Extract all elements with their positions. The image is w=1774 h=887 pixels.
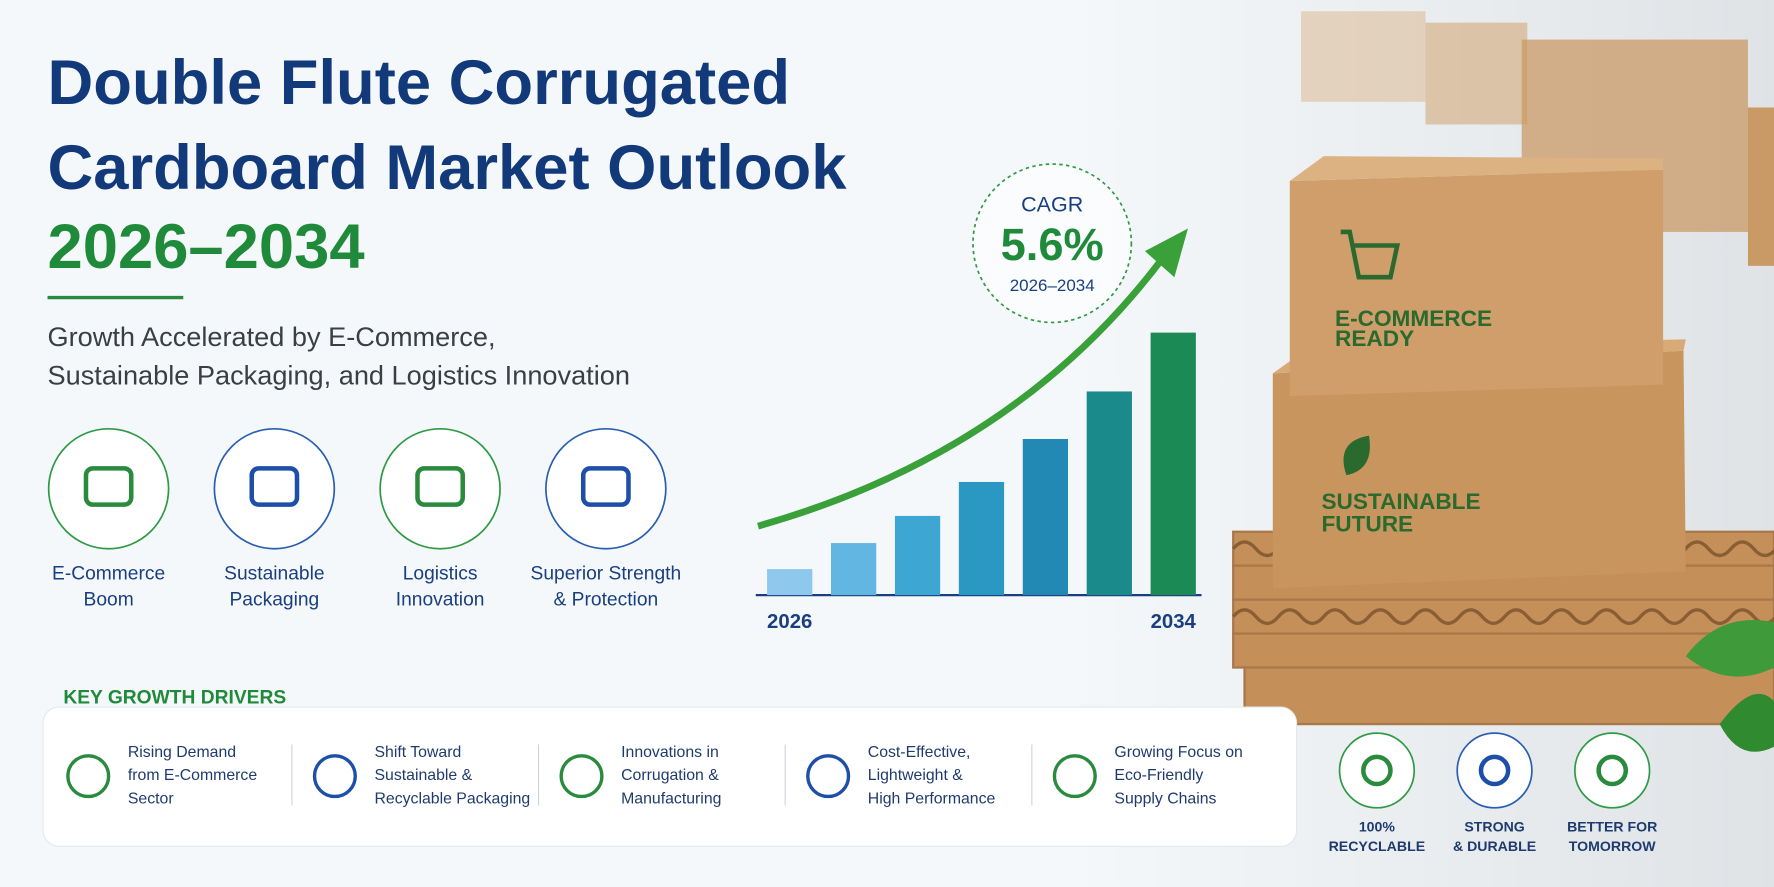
driver-text: Sustainable & — [374, 767, 472, 784]
feature-icon — [249, 466, 300, 507]
feature-icon-circle — [545, 427, 667, 550]
arrow-head — [1144, 228, 1188, 278]
cagr-period: 2026–2034 — [1010, 276, 1095, 295]
feature-label: & Protection — [554, 589, 659, 610]
bar-chart: 2026 2034 — [767, 332, 1197, 633]
bar — [958, 481, 1005, 596]
driver-text: Corrugation & — [621, 767, 719, 784]
badges: 100% RECYCLABLE STRONG & DURABLE BETTER FOR T… — [1329, 732, 1657, 854]
x-tick-label: 2034 — [1151, 611, 1197, 633]
feature-label: Innovation — [396, 589, 485, 610]
features: E-Commerce Boom Sustainable Packaging Logist… — [47, 427, 682, 610]
photo-boxes — [1231, 11, 1774, 752]
box-label: FUTURE — [1321, 512, 1413, 537]
drivers-title: KEY GROWTH DRIVERS — [63, 688, 286, 709]
bar — [894, 515, 941, 596]
badge-icon — [1361, 754, 1393, 787]
box-label: E-COMMERCE — [1335, 306, 1492, 331]
drivers-panel — [42, 706, 1298, 847]
badge-label: TOMORROW — [1569, 838, 1657, 854]
box-label: SUSTAINABLE — [1321, 489, 1480, 514]
badge-circle — [1338, 732, 1416, 809]
drivers: Rising Demand from E-Commerce Sector Shift … — [66, 744, 1243, 807]
feature-icon — [415, 466, 465, 507]
feature-icon — [83, 466, 134, 507]
driver-icon — [1052, 754, 1097, 799]
driver-text: Growing Focus on — [1114, 744, 1242, 761]
driver-text: Manufacturing — [621, 790, 721, 807]
badge-label: & DURABLE — [1453, 838, 1536, 854]
title: Cardboard Market Outlook — [48, 133, 848, 203]
driver-text: High Performance — [868, 790, 996, 807]
subtitle: Sustainable Packaging, and Logistics Inn… — [48, 360, 630, 391]
feature-label: Sustainable — [224, 563, 324, 584]
driver-text: Shift Toward — [374, 744, 461, 761]
feature-icon-circle — [213, 427, 336, 550]
subtitle: Growth Accelerated by E-Commerce, — [48, 321, 496, 352]
driver-icon — [66, 754, 111, 799]
leaf-icon — [1343, 435, 1370, 476]
badge-icon — [1596, 754, 1629, 787]
feature-label: Logistics — [403, 563, 478, 584]
driver-text: Sector — [128, 790, 174, 807]
bar — [1150, 332, 1196, 596]
badge-label: STRONG — [1464, 819, 1524, 835]
feature-label: E-Commerce — [52, 563, 165, 584]
driver-icon — [559, 754, 604, 799]
bar — [1086, 391, 1132, 596]
driver-text: Recyclable Packaging — [374, 790, 530, 807]
badge-label: 100% — [1359, 819, 1396, 835]
driver-text: Supply Chains — [1114, 790, 1216, 807]
cagr-circle — [972, 163, 1133, 324]
driver-text: Lightweight & — [868, 767, 963, 784]
badge-circle — [1456, 732, 1533, 809]
bar — [767, 569, 813, 596]
box-label: READY — [1335, 326, 1414, 351]
driver-text: from E-Commerce — [128, 767, 257, 784]
badge-label: BETTER FOR — [1567, 819, 1657, 835]
badge-circle — [1574, 732, 1651, 809]
title-years: 2026–2034 — [48, 212, 365, 282]
feature-label: Superior Strength — [531, 563, 682, 584]
driver-text: Innovations in — [621, 744, 719, 761]
bar — [830, 543, 877, 596]
badge-label: RECYCLABLE — [1329, 838, 1426, 854]
bar — [1022, 438, 1069, 596]
driver-icon — [806, 754, 851, 799]
x-tick-label: 2026 — [767, 611, 812, 633]
cagr-value: 5.6% — [1001, 219, 1104, 270]
title: Double Flute Corrugated — [48, 48, 791, 118]
feature-icon — [580, 466, 631, 507]
growth-arrow — [757, 252, 1169, 530]
badge-icon — [1478, 754, 1511, 787]
cart-icon — [1340, 229, 1401, 280]
feature-label: Boom — [84, 589, 134, 610]
driver-text: Eco-Friendly — [1114, 767, 1203, 784]
driver-text: Rising Demand — [128, 744, 236, 761]
feature-label: Packaging — [229, 589, 319, 610]
driver-text: Cost-Effective, — [868, 744, 971, 761]
feature-icon-circle — [47, 427, 170, 550]
feature-icon-circle — [379, 427, 501, 550]
driver-icon — [312, 754, 357, 799]
cagr-label: CAGR — [1021, 193, 1083, 217]
